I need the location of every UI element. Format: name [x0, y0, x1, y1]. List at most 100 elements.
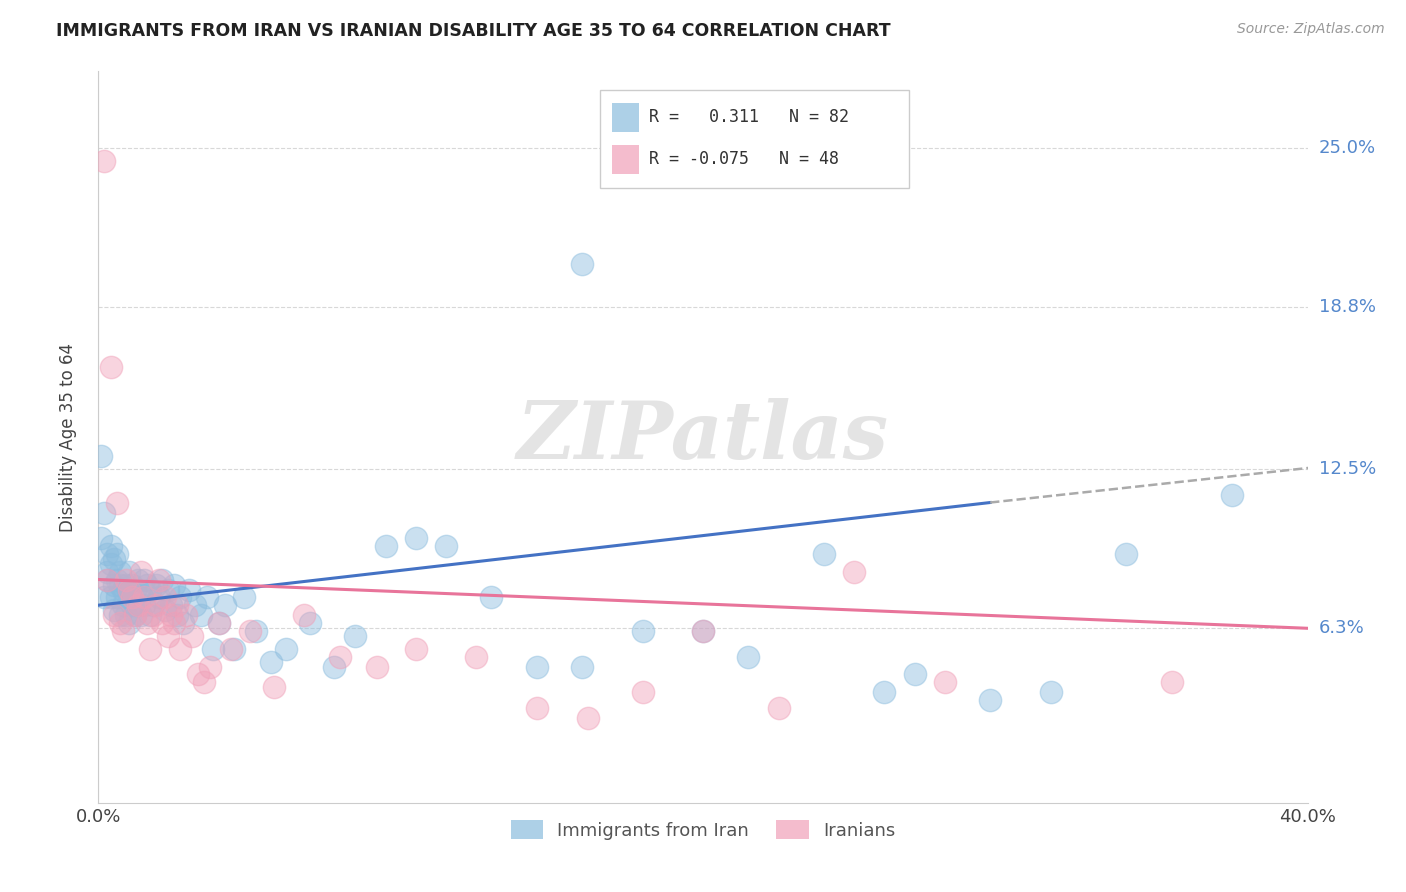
Point	[179, 582, 201, 597]
Point	[93, 506, 115, 520]
Text: Source: ZipAtlas.com: Source: ZipAtlas.com	[1237, 22, 1385, 37]
Point	[202, 641, 225, 656]
Point	[576, 711, 599, 725]
Point	[121, 577, 143, 591]
Point	[139, 641, 162, 656]
Point	[1220, 488, 1243, 502]
Text: 25.0%: 25.0%	[1319, 139, 1376, 157]
Point	[631, 685, 654, 699]
Point	[1160, 675, 1182, 690]
Point	[1115, 547, 1137, 561]
Point	[163, 616, 186, 631]
Point	[737, 649, 759, 664]
Point	[145, 577, 167, 591]
Point	[108, 616, 131, 631]
Point	[111, 582, 134, 597]
Point	[96, 565, 118, 579]
Text: 12.5%: 12.5%	[1319, 460, 1376, 478]
Point	[1039, 685, 1062, 699]
Point	[121, 591, 143, 605]
Point	[132, 598, 155, 612]
Point	[934, 675, 956, 690]
Point	[145, 598, 167, 612]
Point	[114, 573, 136, 587]
Point	[160, 608, 183, 623]
Point	[813, 547, 835, 561]
Point	[90, 532, 112, 546]
Point	[100, 359, 122, 374]
Point	[692, 624, 714, 638]
Point	[127, 598, 149, 612]
Point	[124, 608, 146, 623]
Point	[405, 532, 427, 546]
Point	[274, 641, 297, 656]
Point	[465, 649, 488, 664]
Point	[208, 616, 231, 631]
Point	[118, 565, 141, 579]
Point	[150, 573, 173, 587]
Point	[124, 608, 146, 623]
Point	[200, 660, 222, 674]
Point	[127, 573, 149, 587]
Point	[631, 624, 654, 638]
Point	[105, 573, 128, 587]
Point	[150, 616, 173, 631]
Point	[193, 675, 215, 690]
Point	[190, 608, 212, 623]
Point	[100, 539, 122, 553]
Point	[571, 660, 593, 674]
Bar	[613, 145, 638, 174]
Point	[96, 573, 118, 587]
Point	[979, 693, 1001, 707]
Point	[344, 629, 367, 643]
Point	[374, 539, 396, 553]
Point	[139, 582, 162, 597]
Point	[299, 616, 322, 631]
Point	[221, 641, 243, 656]
Point	[153, 591, 176, 605]
Text: ZIPatlas: ZIPatlas	[517, 399, 889, 475]
Point	[166, 598, 188, 612]
Point	[214, 598, 236, 612]
Point	[239, 624, 262, 638]
Point	[329, 649, 352, 664]
Text: 18.8%: 18.8%	[1319, 299, 1375, 317]
Text: R =   0.311   N = 82: R = 0.311 N = 82	[648, 109, 849, 127]
Point	[127, 598, 149, 612]
Point	[132, 591, 155, 605]
Point	[108, 565, 131, 579]
Point	[114, 608, 136, 623]
Point	[135, 616, 157, 631]
Point	[232, 591, 254, 605]
Point	[160, 598, 183, 612]
Point	[142, 598, 165, 612]
Point	[768, 701, 790, 715]
Legend: Immigrants from Iran, Iranians: Immigrants from Iran, Iranians	[502, 811, 904, 848]
Point	[169, 591, 191, 605]
Point	[148, 573, 170, 587]
Point	[526, 660, 548, 674]
Point	[96, 573, 118, 587]
Point	[163, 577, 186, 591]
Point	[100, 557, 122, 571]
Point	[139, 608, 162, 623]
Point	[174, 608, 197, 623]
Point	[111, 598, 134, 612]
Text: 6.3%: 6.3%	[1319, 619, 1364, 637]
Point	[114, 577, 136, 591]
Point	[111, 624, 134, 638]
Point	[181, 629, 204, 643]
Point	[434, 539, 457, 553]
Point	[904, 667, 927, 681]
Text: R = -0.075   N = 48: R = -0.075 N = 48	[648, 150, 838, 168]
Point	[245, 624, 267, 638]
Point	[93, 154, 115, 169]
Point	[571, 257, 593, 271]
Point	[103, 603, 125, 617]
Point	[208, 616, 231, 631]
Point	[118, 616, 141, 631]
Point	[187, 667, 209, 681]
Point	[405, 641, 427, 656]
Point	[142, 608, 165, 623]
Point	[129, 608, 152, 623]
